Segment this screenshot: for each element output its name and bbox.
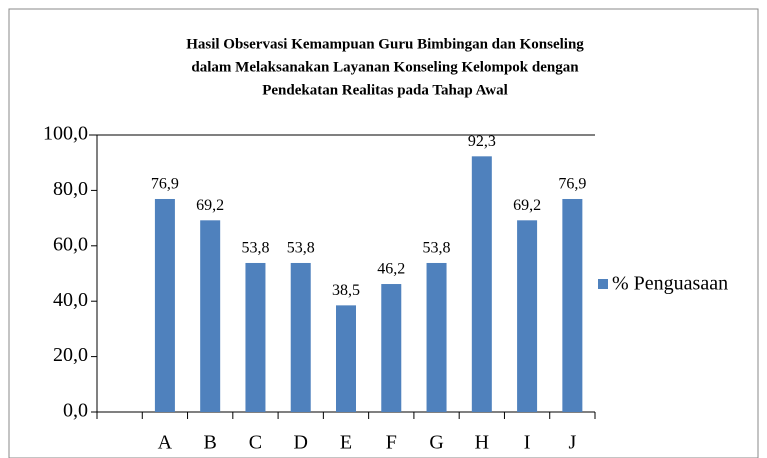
x-tick-label: F <box>386 432 397 454</box>
legend-label: % Penguasaan <box>612 273 728 295</box>
y-tick-label: 100,0 <box>43 123 88 145</box>
value-label: 53,8 <box>423 240 451 257</box>
value-label: 92,3 <box>468 133 496 150</box>
legend-swatch <box>598 279 608 289</box>
y-tick-label: 40,0 <box>53 289 88 311</box>
bar <box>200 220 221 412</box>
bar <box>426 262 447 412</box>
bar <box>381 284 402 412</box>
bar <box>517 220 538 412</box>
value-label: 38,5 <box>332 282 360 299</box>
value-label: 69,2 <box>196 197 224 214</box>
y-tick-label: 0,0 <box>63 400 88 422</box>
bar <box>154 198 175 412</box>
x-tick-label: B <box>204 432 217 454</box>
y-tick-label: 80,0 <box>53 178 88 200</box>
bar <box>245 262 266 412</box>
bar <box>290 262 311 412</box>
x-tick-label: J <box>568 432 576 454</box>
y-tick-label: 60,0 <box>53 233 88 255</box>
x-tick-label: H <box>475 432 489 454</box>
chart-title: Hasil Observasi Kemampuan Guru Bimbingan… <box>186 36 584 52</box>
x-tick-label: D <box>294 432 308 454</box>
chart-title: dalam Melaksanakan Layanan Konseling Kel… <box>191 59 579 75</box>
value-label: 76,9 <box>558 176 586 193</box>
x-tick-label: A <box>158 432 173 454</box>
x-tick-label: G <box>429 432 443 454</box>
value-label: 76,9 <box>151 176 179 193</box>
bar <box>471 156 492 412</box>
x-tick-label: I <box>524 432 531 454</box>
bar <box>336 305 356 412</box>
x-tick-label: E <box>340 432 352 454</box>
chart-title: Pendekatan Realitas pada Tahap Awal <box>262 82 508 98</box>
value-label: 46,2 <box>377 261 405 278</box>
x-tick-label: C <box>249 432 262 454</box>
bar <box>562 198 583 412</box>
value-label: 69,2 <box>513 197 541 214</box>
value-label: 53,8 <box>287 240 315 257</box>
value-label: 53,8 <box>241 240 269 257</box>
y-tick-label: 20,0 <box>53 344 88 366</box>
